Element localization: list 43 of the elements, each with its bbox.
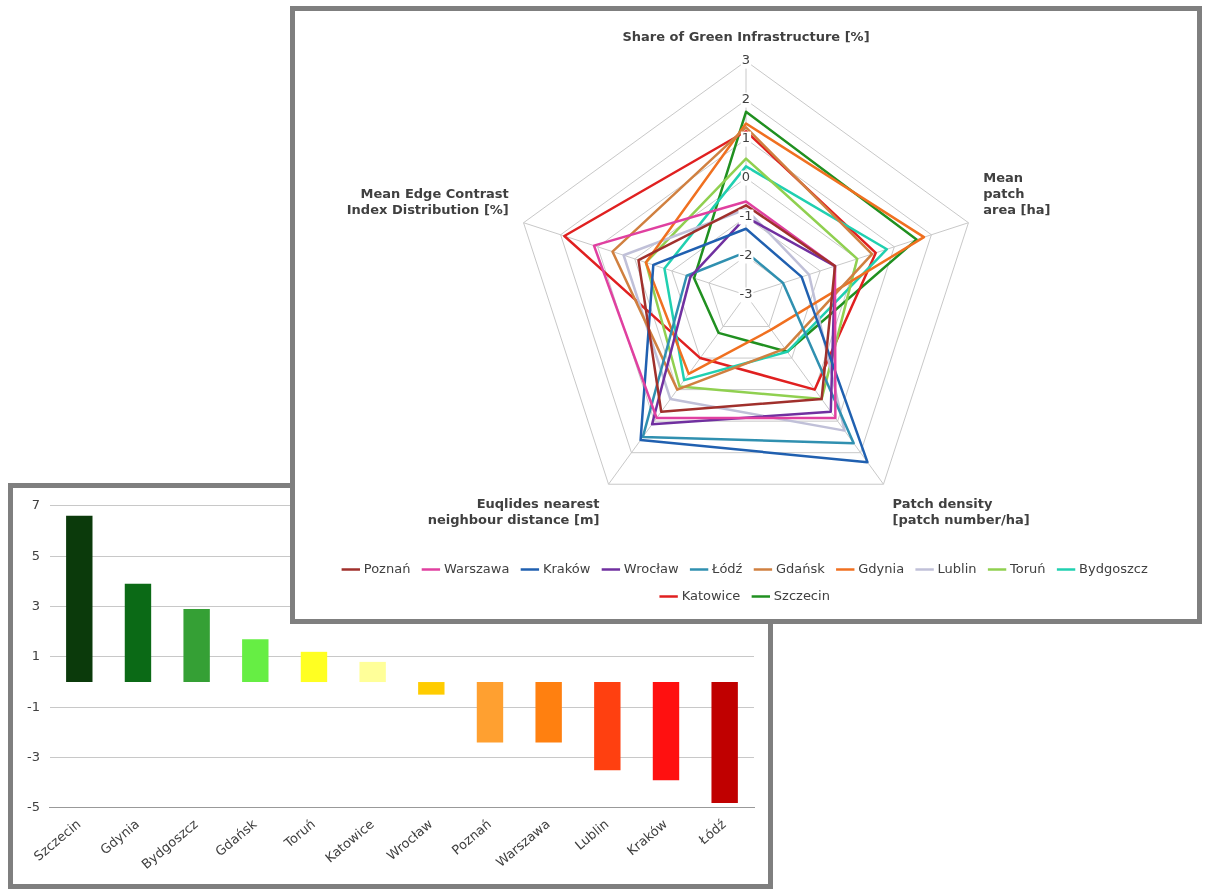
spoke-label: Euqlides nearest neighbour distance [m]	[427, 495, 600, 527]
y-tick-label: 2	[741, 91, 751, 107]
bar	[183, 609, 210, 683]
bar	[124, 583, 152, 683]
bar	[300, 651, 328, 683]
bar	[652, 682, 680, 781]
legend-label: Gdańsk	[775, 560, 826, 576]
y-tick-label: 5	[31, 547, 40, 563]
bar	[66, 515, 93, 683]
legend-label: Gdynia	[858, 560, 905, 576]
bar	[711, 682, 738, 803]
spoke-label: Patch density [patch number/ha]	[892, 495, 1030, 527]
spoke-label: Share of Green Infrastructure [%]	[622, 29, 870, 45]
bar	[535, 682, 562, 743]
legend-label: Kraków	[542, 560, 591, 576]
bar	[476, 682, 504, 743]
legend-label: Wrocław	[623, 560, 679, 576]
y-tick-label: -3	[739, 286, 753, 302]
legend-label: Katowice	[681, 587, 741, 603]
legend-label: Poznań	[363, 560, 411, 576]
y-tick-label: 3	[741, 52, 751, 68]
y-tick-label: 3	[31, 597, 40, 613]
y-tick-label: -1	[739, 208, 753, 224]
legend-label: Łódź	[711, 560, 743, 576]
legend-label: Toruń	[1009, 560, 1046, 576]
legend-label: Szczecin	[773, 587, 830, 603]
legend-label: Lublin	[937, 560, 977, 576]
y-tick-label: 7	[31, 497, 40, 513]
bar	[242, 639, 269, 683]
y-tick-label: -1	[26, 698, 40, 714]
y-tick-label: 1	[741, 130, 751, 146]
y-tick-label: -2	[739, 247, 753, 263]
y-tick-label: 1	[31, 648, 40, 664]
spoke-label: Mean patch area [ha]	[983, 170, 1051, 217]
y-tick-label: 0	[741, 169, 751, 185]
legend-label: Warszawa	[443, 560, 510, 576]
bar	[359, 661, 386, 683]
bar	[418, 682, 445, 695]
legend-label: Bydgoszcz	[1079, 560, 1148, 576]
y-tick-label: -3	[26, 748, 40, 764]
spoke-label: Mean Edge Contrast Index Distribution [%]	[346, 185, 509, 217]
bar	[594, 682, 621, 771]
y-tick-label: -5	[26, 799, 40, 815]
